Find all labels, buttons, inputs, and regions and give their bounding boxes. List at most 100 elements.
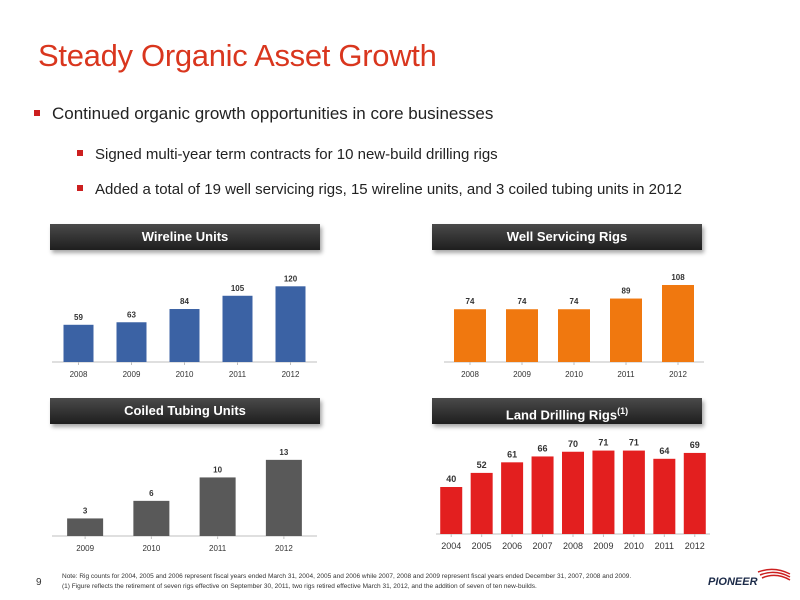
data-label: 40 [446,474,456,484]
bullet-square-icon [77,150,83,157]
bar [199,477,236,536]
data-label: 74 [570,297,579,306]
data-label: 89 [622,287,631,296]
tick-label: 2011 [617,370,635,379]
tick-label: 2009 [593,541,613,551]
tick-label: 2009 [76,544,94,553]
tick-label: 2008 [461,370,479,379]
pioneer-logo: PIONEER [708,568,792,595]
tick-label: 2009 [513,370,531,379]
bar [558,309,590,362]
bullet-main: Continued organic growth opportunities i… [34,104,493,124]
tick-label: 2004 [441,541,461,551]
coiled-tubing-chart: 3 2009 6 2010 10 2011 13 2012 [52,436,317,561]
bar [222,295,253,362]
bullet-main-text: Continued organic growth opportunities i… [52,104,494,123]
tick-label: 2011 [655,541,674,551]
data-label: 59 [74,313,83,322]
data-label: 63 [127,310,136,319]
tick-label: 2009 [123,370,141,379]
tick-label: 2012 [669,370,687,379]
data-label: 84 [180,297,189,306]
data-label: 66 [538,443,548,453]
coiled-tubing-chart-title: Coiled Tubing Units [50,398,320,424]
tick-label: 2012 [275,544,293,553]
bullet-sub-1-text: Signed multi-year term contracts for 10 … [95,146,498,163]
bullet-sub-2-text: Added a total of 19 well servicing rigs,… [95,181,683,198]
well-servicing-chart-svg: 74 2008 74 2009 74 2010 89 2011 108 2012 [444,273,704,379]
land-drilling-title-text: Land Drilling Rigs [505,407,618,423]
well-servicing-title-text: Well Servicing Rigs [506,229,628,244]
footnote: Note: Rig counts for 2004, 2005 and 2006… [62,572,631,592]
bar [470,472,493,534]
tick-label: 2010 [142,544,160,553]
slide-title: Steady Organic Asset Growth [38,38,437,73]
bullet-sub-2: Added a total of 19 well servicing rigs,… [77,181,682,198]
data-label: 71 [629,438,639,448]
bar [133,500,170,536]
data-label: 120 [284,274,298,283]
tick-label: 2006 [502,541,522,551]
well-servicing-chart: 74 2008 74 2009 74 2010 89 2011 108 2012 [444,262,704,392]
tick-label: 2010 [565,370,583,379]
land-drilling-title-footnote: (1) [617,406,629,416]
bar [506,309,538,362]
tick-label: 2008 [563,541,583,551]
bar [610,298,642,362]
tick-label: 2010 [176,370,194,379]
tick-label: 2007 [533,541,553,551]
bar [67,518,104,536]
svg-text:PIONEER: PIONEER [708,576,758,588]
data-label: 69 [690,440,700,450]
bar [440,487,463,534]
bar [531,456,554,534]
bar [562,451,584,534]
bar [653,458,676,534]
tick-label: 2012 [282,370,300,379]
wireline-chart-title: Wireline Units [50,224,320,250]
land-drilling-chart-title: Land Drilling Rigs(1) [432,398,702,424]
wireline-title-text: Wireline Units [141,229,229,244]
data-label: 74 [518,297,527,306]
data-label: 70 [568,439,578,449]
tick-label: 2008 [70,370,88,379]
data-label: 71 [598,438,608,448]
data-label: 105 [231,284,245,293]
tick-label: 2005 [472,541,492,551]
bar [63,324,94,362]
tick-label: 2011 [209,544,227,553]
land-drilling-chart: 40 2004 52 2005 61 2006 66 2007 70 2008 71 2009 71 20… [436,428,710,561]
bar [592,450,615,534]
footnote-line-1: Note: Rig counts for 2004, 2005 and 2006… [62,573,632,580]
bar [622,450,645,534]
data-label: 64 [659,446,669,456]
well-servicing-chart-title: Well Servicing Rigs [432,224,702,250]
wireline-chart-svg: 59 2008 63 2009 84 2010 105 2011 120 2012 [52,274,317,379]
data-label: 74 [466,297,475,306]
tick-label: 2010 [624,541,644,551]
data-label: 6 [149,489,154,498]
data-label: 61 [507,449,517,459]
bar [501,462,524,534]
tick-label: 2011 [229,370,247,379]
bar [662,284,694,362]
page-number: 9 [36,577,42,588]
data-label: 13 [279,448,288,457]
bullet-square-icon [34,109,40,116]
bar [265,459,302,536]
bar [275,286,306,362]
land-drilling-chart-svg: 40 2004 52 2005 61 2006 66 2007 70 2008 71 2009 71 20… [436,438,710,551]
bullet-square-icon [77,185,83,192]
bar [116,322,147,362]
coiled-tubing-title-text: Coiled Tubing Units [124,403,246,418]
tick-label: 2012 [685,541,705,551]
bullet-sub-1: Signed multi-year term contracts for 10 … [77,146,498,163]
footnote-line-2: (1) Figure reflects the retirement of se… [62,583,537,590]
data-label: 3 [83,506,88,515]
wireline-chart: 59 2008 63 2009 84 2010 105 2011 120 2012 [52,262,317,392]
data-label: 52 [477,460,487,470]
data-label: 108 [671,273,685,282]
pioneer-logo-icon: PIONEER [708,568,791,588]
coiled-tubing-chart-svg: 3 2009 6 2010 10 2011 13 2012 [52,448,317,553]
bar [169,309,200,362]
